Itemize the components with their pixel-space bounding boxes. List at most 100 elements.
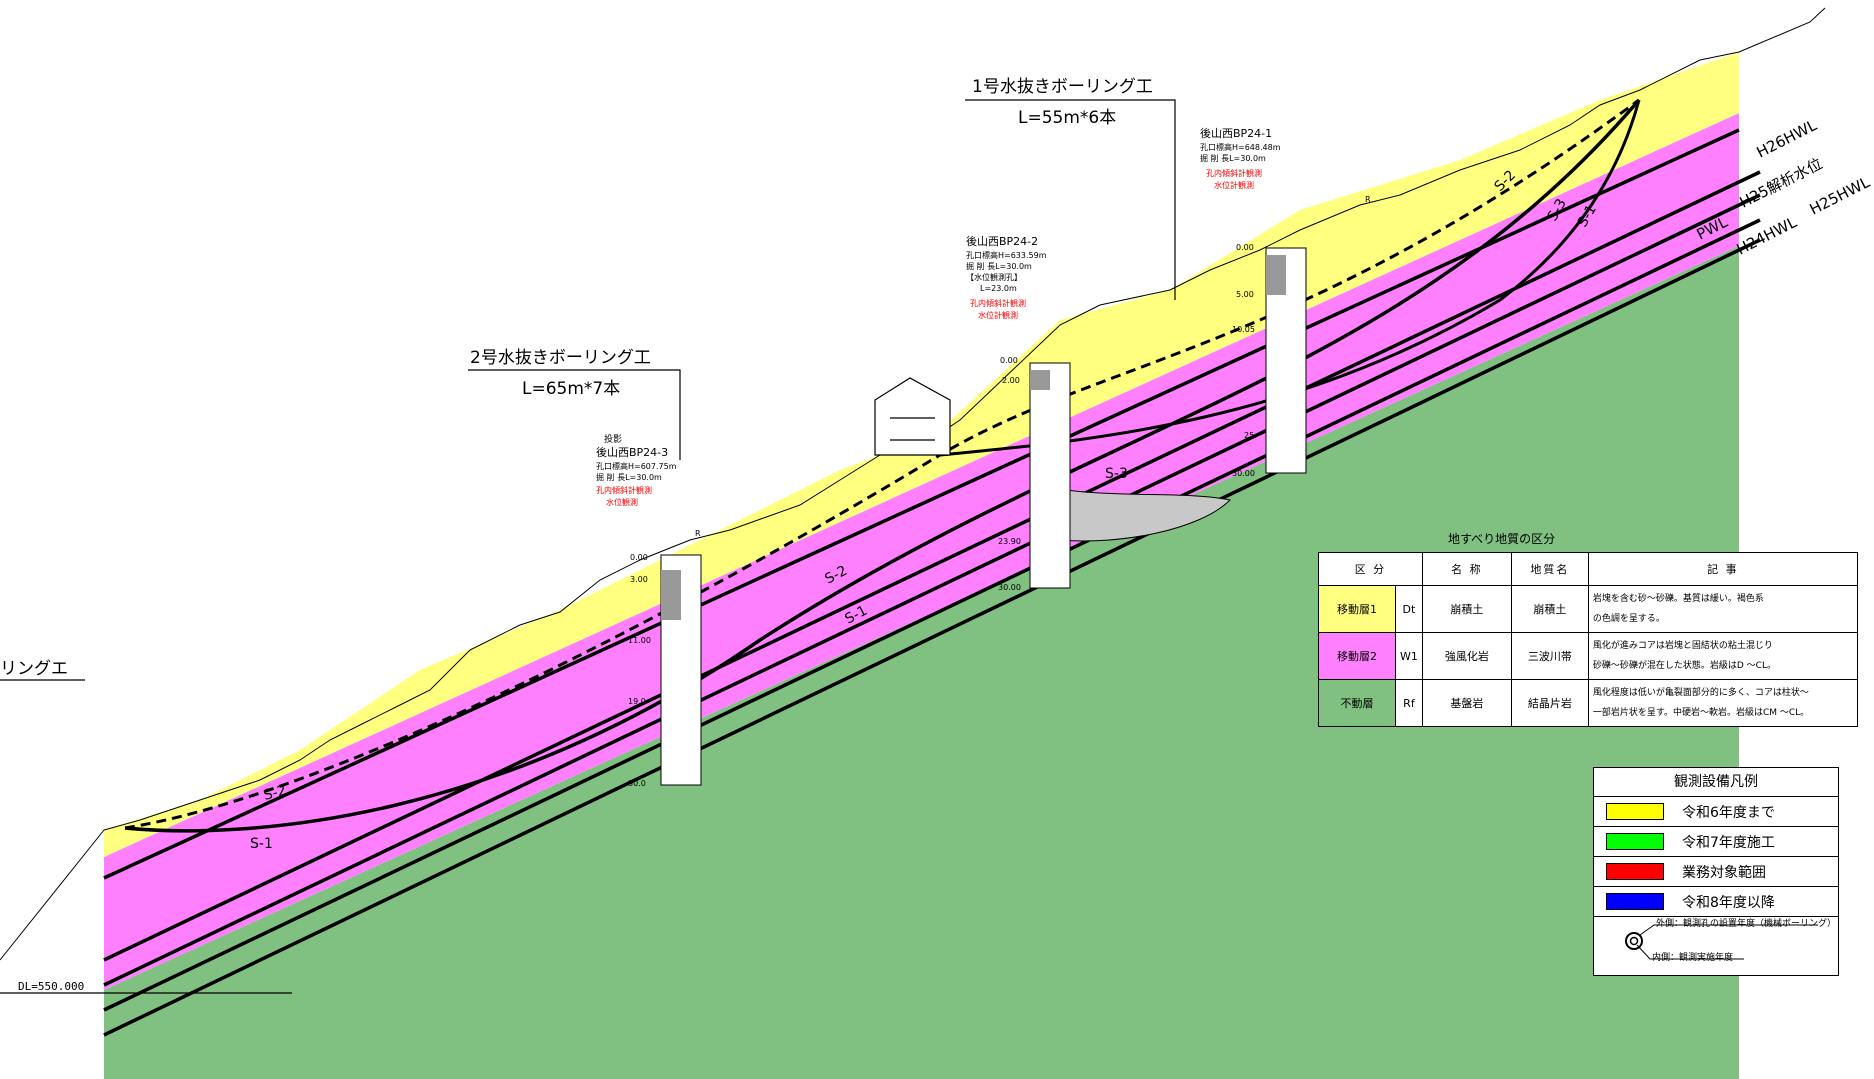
bh3-d0: 0.00 — [630, 553, 648, 562]
datum-label: DL=550.000 — [18, 980, 84, 993]
bh1-obs1: 孔内傾斜計観測 — [1206, 168, 1262, 178]
borehole-bp24-3 — [660, 554, 702, 786]
bh2-obs2: 水位計観測 — [978, 310, 1018, 320]
row3-code: Rf — [1395, 679, 1423, 727]
row2-zone: 移動層2 — [1318, 632, 1396, 680]
row3-zone: 不動層 — [1318, 679, 1396, 727]
label-h25hwl: H25HWL — [1807, 173, 1874, 219]
col-name: 名 称 — [1421, 552, 1512, 586]
legend-label: 業務対象範囲 — [1682, 864, 1766, 881]
bh1-elev: 孔口標高H=648.48m — [1200, 142, 1281, 152]
bh2-d0: 0.00 — [1000, 356, 1018, 365]
row3-name: 基盤岩 — [1421, 679, 1512, 727]
bh3-d2: 11.00 — [628, 636, 651, 645]
bh2-name: 後山西BP24-2 — [966, 234, 1038, 248]
label-r2: R — [1365, 195, 1371, 204]
bh2-elev: 孔口標高H=633.59m — [966, 250, 1047, 260]
label-r1: R — [695, 529, 701, 538]
legend-swatch-green — [1606, 833, 1664, 850]
drain1-length: L=55m*6本 — [1018, 108, 1116, 128]
legend-label: 令和7年度施工 — [1682, 834, 1775, 851]
observation-legend: 観測設備凡例 令和6年度まで 令和7年度施工 業務対象範囲 令和8年度以降 外側… — [1593, 767, 1839, 976]
bh2-obs1: 孔内傾斜計観測 — [970, 298, 1026, 308]
legend-swatch-yellow — [1606, 803, 1664, 820]
bh1-len: 掘 削 長L=30.0m — [1200, 153, 1266, 163]
table-row: 不動層 Rf 基盤岩 結晶片岩 風化程度は低いが亀裂面部分的に多く、コアは柱状～… — [1318, 679, 1858, 727]
table-row: 移動層2 W1 強風化岩 三波川帯 風化が進みコアは岩塊と固結状の粘土混じり 砂礫… — [1318, 632, 1858, 680]
legend-label: 令和8年度以降 — [1682, 894, 1775, 911]
row1-name: 崩積土 — [1421, 585, 1512, 633]
bh3-obs2: 水位観測 — [606, 497, 638, 507]
slip-surface-s2 — [124, 98, 1640, 830]
legend-swatch-red — [1606, 863, 1664, 880]
slip-3-zone — [1039, 484, 1232, 542]
legend-outer-note: 外側：観測孔の設置年度（機械ボーリング） — [1656, 919, 1837, 929]
legend-swatch-blue — [1606, 893, 1664, 910]
table-row: 移動層1 Dt 崩積土 崩積土 岩塊を含む砂～砂礫。基質は緩い。褐色系 の色調を呈… — [1318, 585, 1858, 633]
label-s1-left: S-1 — [250, 836, 273, 852]
datum-slope-line — [0, 829, 105, 961]
label-s2-left: S-2 — [262, 782, 288, 803]
bh2-d1: 2.00 — [1002, 376, 1020, 385]
callout-leaders — [0, 99, 1176, 994]
slip-surface-s3 — [939, 99, 1641, 457]
bedrock-layer — [104, 246, 1739, 1079]
col-geology: 地質名 — [1510, 552, 1589, 586]
bh2-len: 掘 削 長L=30.0m — [966, 261, 1032, 271]
legend-item: 令和8年度以降 — [1594, 887, 1838, 917]
geo-table-title: 地すべり地質の区分 — [1448, 532, 1556, 546]
bh1-name: 後山西BP24-1 — [1200, 126, 1272, 140]
row2-geology: 三波川帯 — [1510, 632, 1589, 680]
bh3-d4: 30.0 — [628, 779, 646, 788]
label-h26hwl: H26HWL — [1754, 116, 1821, 162]
bh2-extra2: L=23.0m — [980, 284, 1017, 293]
drain2-length: L=65m*7本 — [522, 379, 620, 399]
legend-label: 令和6年度まで — [1682, 804, 1775, 821]
bh1-obs2: 水位計観測 — [1214, 180, 1254, 190]
bh1-d0: 0.00 — [1236, 243, 1254, 252]
drain-left-label: リングエ — [0, 659, 68, 679]
bh1-d1: 5.00 — [1236, 290, 1254, 299]
bh1-d4: 30.00 — [1232, 469, 1255, 478]
legend-note: 外側：観測孔の設置年度（機械ボーリング） 内側：観測実施年度 — [1594, 917, 1838, 975]
row1-zone: 移動層1 — [1318, 585, 1396, 633]
bh2-d3: 30.00 — [998, 583, 1021, 592]
geology-table: 区 分 名 称 地質名 記 事 移動層1 Dt 崩積土 崩積土 岩塊を含む砂～砂… — [1318, 552, 1858, 727]
row2-code: W1 — [1395, 632, 1423, 680]
drain1-title: 1号水抜きボーリング工 — [972, 77, 1153, 97]
row2-note: 風化が進みコアは岩塊と固結状の粘土混じり 砂礫～砂礫が混在した状態。岩級はD ～C… — [1587, 632, 1858, 680]
bh1-d2: 10.05 — [1232, 325, 1255, 334]
observation-hole-icon — [1625, 924, 1818, 960]
bh3-obs1: 孔内傾斜計観測 — [596, 485, 652, 495]
row1-code: Dt — [1395, 585, 1423, 633]
legend-inner-note: 内側：観測実施年度 — [1652, 953, 1734, 963]
legend-item: 令和7年度施工 — [1594, 827, 1838, 857]
legend-item: 業務対象範囲 — [1594, 857, 1838, 887]
bh2-d2: 23.90 — [998, 537, 1021, 546]
water-lines — [103, 128, 1761, 1037]
bh2-extra1: 【水位観測孔】 — [966, 272, 1022, 282]
row1-geology: 崩積土 — [1510, 585, 1589, 633]
row3-note: 風化程度は低いが亀裂面部分的に多く、コアは柱状～ 一部岩片状を呈す。中硬岩～軟岩。… — [1587, 679, 1858, 727]
borehole-bp24-2 — [1029, 362, 1071, 589]
bh3-proj: 投影 — [604, 433, 622, 445]
col-note: 記 事 — [1587, 552, 1858, 586]
label-s3: S-3 — [1105, 466, 1128, 482]
bh1-d3: 25. — [1244, 431, 1257, 440]
bh3-len: 掘 削 長L=30.0m — [596, 472, 662, 482]
bh3-elev: 孔口標高H=607.75m — [596, 461, 677, 471]
row3-geology: 結晶片岩 — [1510, 679, 1589, 727]
label-h24hwl: H24HWL — [1734, 213, 1801, 259]
drain2-title: 2号水抜きボーリング工 — [470, 348, 651, 368]
col-zone: 区 分 — [1318, 552, 1423, 586]
legend-item: 令和6年度まで — [1594, 797, 1838, 827]
slip-surface-s1 — [124, 98, 1641, 833]
bh3-d1: 3.00 — [630, 575, 648, 584]
borehole-bp24-1 — [1265, 247, 1307, 474]
legend-title: 観測設備凡例 — [1594, 768, 1838, 797]
bh3-name: 後山西BP24-3 — [596, 445, 668, 459]
row2-name: 強風化岩 — [1421, 632, 1512, 680]
house — [874, 377, 951, 456]
row1-note: 岩塊を含む砂～砂礫。基質は緩い。褐色系 の色調を呈する。 — [1587, 585, 1858, 633]
